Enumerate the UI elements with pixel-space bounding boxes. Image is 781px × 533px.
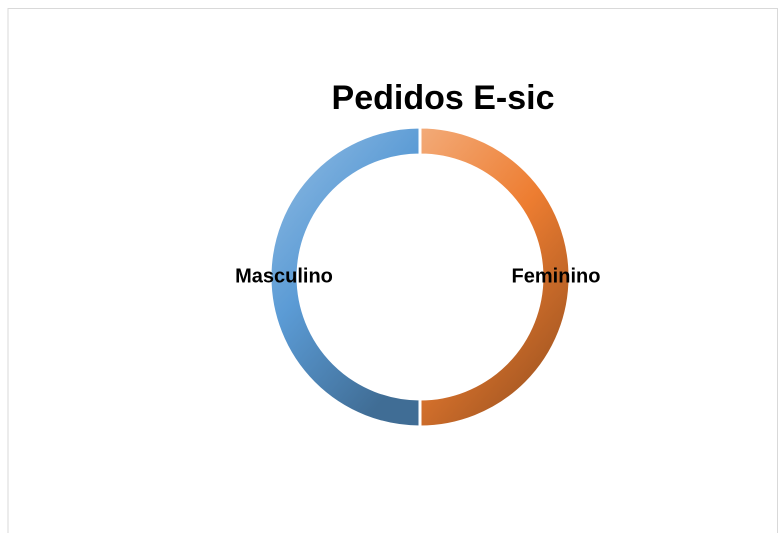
chart-border bbox=[7, 8, 778, 533]
donut-slice bbox=[418, 125, 572, 429]
chart-title: Pedidos E-sic bbox=[332, 79, 555, 117]
slice-label: Feminino bbox=[512, 265, 601, 287]
slices bbox=[268, 125, 572, 429]
donut-slice bbox=[268, 125, 422, 429]
labels: Feminino Masculino bbox=[235, 265, 600, 287]
slice-label: Masculino bbox=[235, 265, 333, 287]
